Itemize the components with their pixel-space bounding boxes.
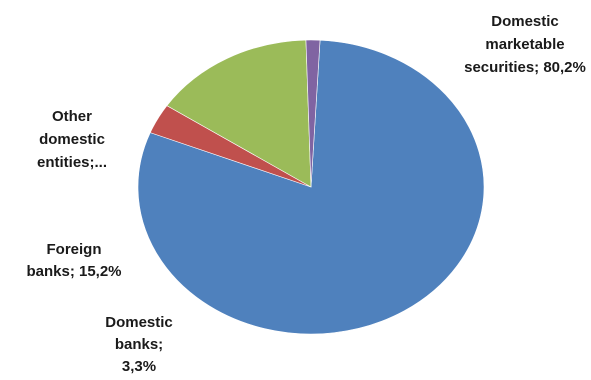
data-label-line: banks; 15,2% [26,263,121,280]
data-label-3: Foreign banks; 15,2% [26,241,121,280]
data-label-line: securities; 80,2% [464,59,586,76]
pie-slice-4 [305,39,321,188]
data-label-2: Domestic banks; 3,3% [105,314,173,375]
data-label-line: Domestic [491,13,559,30]
pie-slices [137,39,485,335]
data-label-line: Foreign [47,241,102,258]
pie-slice-3 [166,39,312,188]
data-label-line: marketable [485,36,564,53]
data-label-line: banks; [115,336,163,353]
data-labels: Domestic marketable securities; 80,2%Domes… [26,13,585,375]
data-label-line: Other [52,108,92,125]
data-label-line: entities;... [37,154,107,171]
data-label-line: 3,3% [122,358,156,375]
data-label-4: Other domestic entities;... [37,108,107,171]
data-label-line: Domestic [105,314,173,331]
data-label-1: Domestic marketable securities; 80,2% [464,13,586,76]
data-label-line: domestic [39,131,105,148]
